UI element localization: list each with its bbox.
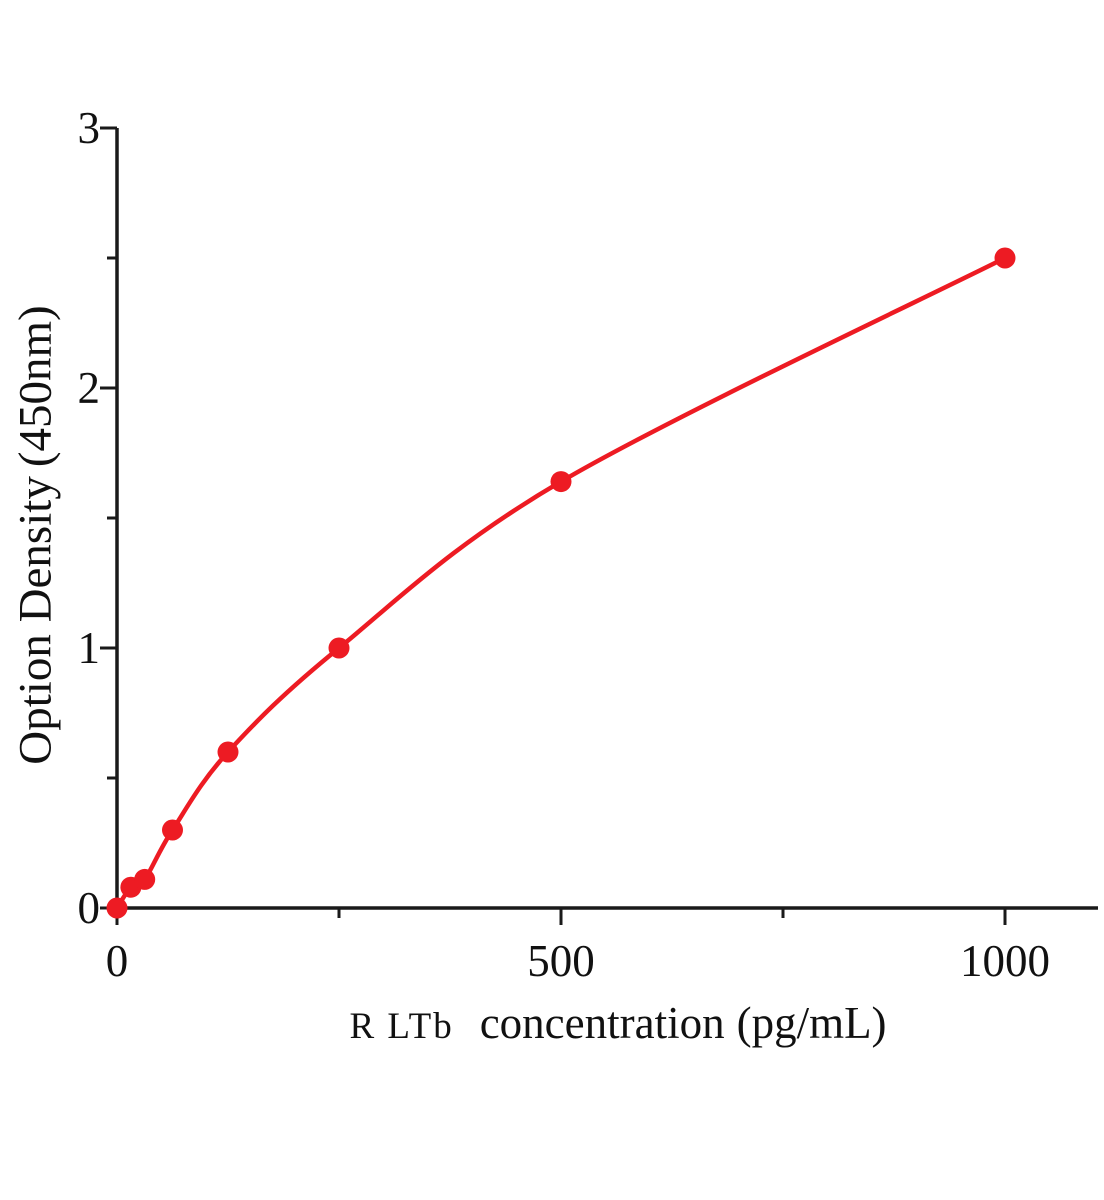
data-point-marker bbox=[550, 471, 572, 493]
data-point-marker bbox=[162, 819, 183, 841]
y-tick-label: 1 bbox=[78, 623, 101, 673]
y-tick-label: 0 bbox=[78, 883, 101, 933]
y-axis-label-text: Option Density bbox=[9, 476, 62, 765]
y-tick-label: 2 bbox=[78, 363, 101, 413]
x-axis-unit: (pg/mL) bbox=[736, 998, 887, 1048]
data-point-marker bbox=[134, 868, 156, 890]
y-axis-unit: (450nm) bbox=[9, 305, 62, 468]
data-point-marker bbox=[217, 741, 239, 763]
x-axis-analyte-name: R LTb bbox=[349, 1006, 454, 1047]
x-tick-label: 500 bbox=[527, 936, 595, 986]
x-axis-label-text: concentration bbox=[479, 998, 725, 1048]
x-axis-label: R LTb concentration (pg/mL) bbox=[349, 1001, 886, 1046]
standard-curve-line bbox=[114, 255, 1008, 911]
x-tick-label: 0 bbox=[106, 936, 129, 986]
x-tick-label: 1000 bbox=[960, 936, 1050, 986]
data-point-marker bbox=[328, 637, 350, 659]
data-point-marker bbox=[994, 247, 1016, 269]
y-tick-label: 3 bbox=[78, 103, 101, 153]
y-axis-label: Option Density (450nm) bbox=[9, 305, 62, 765]
data-point-marker bbox=[106, 897, 128, 919]
